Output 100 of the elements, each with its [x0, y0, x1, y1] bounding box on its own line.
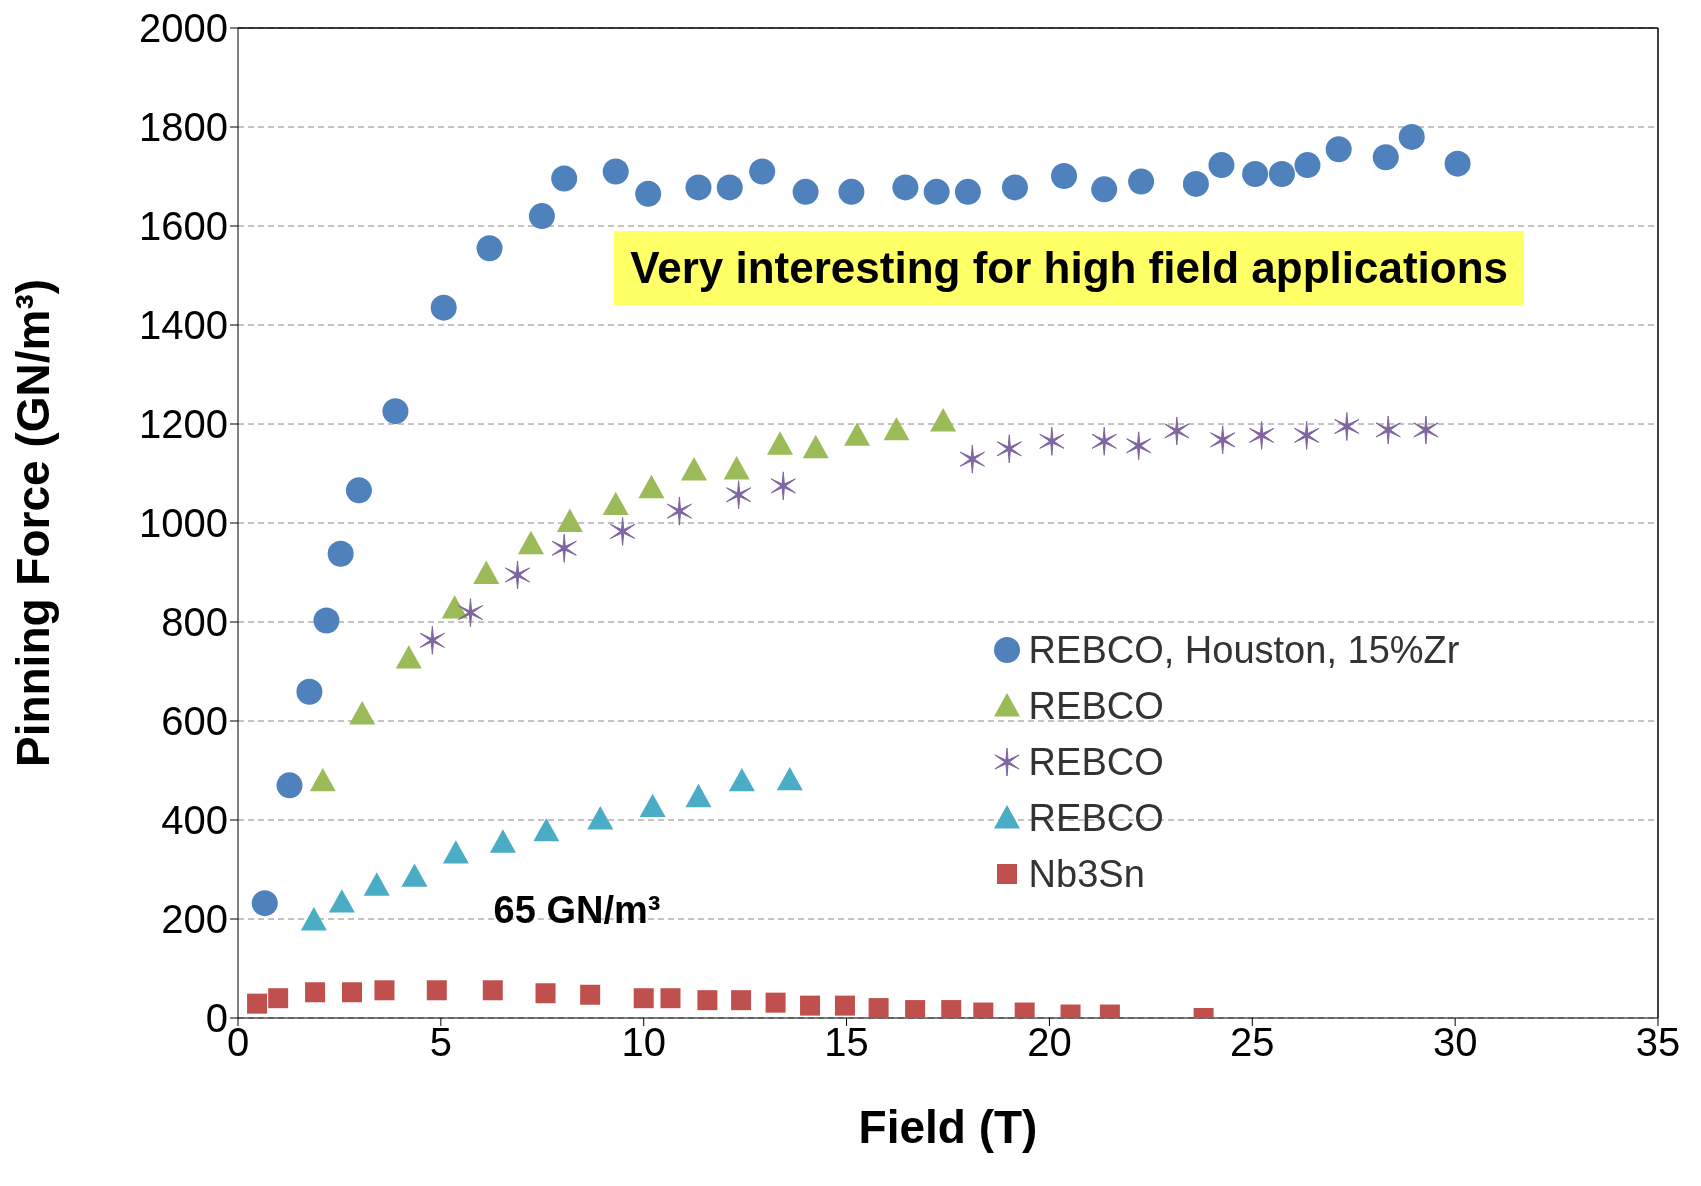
point [395, 645, 422, 669]
point [349, 701, 376, 725]
point [328, 889, 355, 913]
y-axis-title: Pinning Force (GN/m³) [7, 278, 60, 768]
point [765, 992, 786, 1013]
point [728, 767, 755, 792]
point [1248, 420, 1275, 450]
point [731, 990, 752, 1011]
point [442, 840, 469, 864]
point [602, 491, 629, 516]
point [556, 508, 583, 532]
point [923, 178, 950, 205]
legend-label: REBCO, Houston, 15%Zr [1028, 628, 1460, 673]
point [660, 988, 681, 1009]
y-tick-label: 2000 [139, 6, 228, 51]
point [941, 1000, 962, 1018]
point [342, 982, 363, 1003]
point [401, 863, 428, 887]
point [551, 533, 577, 563]
point [844, 422, 871, 446]
y-tick-label: 600 [161, 699, 228, 744]
point [834, 995, 855, 1016]
point [883, 416, 910, 441]
point [476, 235, 503, 262]
point [580, 984, 601, 1005]
point [681, 457, 708, 481]
point [800, 995, 821, 1016]
point [639, 793, 666, 818]
point [300, 906, 327, 931]
point [1242, 161, 1269, 188]
point [749, 158, 776, 185]
point [609, 516, 636, 546]
point [868, 998, 889, 1018]
point [1182, 170, 1209, 197]
y-tick-label: 1000 [139, 501, 228, 546]
x-tick-label: 5 [429, 1020, 452, 1065]
point [602, 158, 629, 185]
point [587, 806, 614, 830]
point [726, 480, 752, 510]
legend-label: REBCO [1028, 684, 1164, 729]
point [1372, 144, 1399, 171]
point [276, 772, 303, 799]
x-tick-label: 35 [1635, 1020, 1681, 1065]
point [268, 988, 289, 1009]
y-tick-label: 1200 [139, 402, 228, 447]
y-tick-label: 1800 [139, 105, 228, 150]
annotation: 65 GN/m³ [493, 889, 661, 933]
point [327, 540, 354, 567]
point [892, 174, 919, 201]
point [1039, 426, 1065, 456]
point [419, 625, 445, 655]
point [535, 983, 556, 1004]
point [1268, 161, 1295, 188]
point [930, 408, 957, 432]
point [802, 434, 829, 459]
point [251, 890, 278, 917]
point [313, 607, 340, 634]
legend-label: Nb3Sn [1028, 852, 1145, 897]
point [635, 180, 662, 207]
point [457, 598, 484, 628]
point [1208, 152, 1235, 179]
point [959, 444, 985, 474]
point [905, 1000, 926, 1018]
point [770, 471, 796, 501]
y-tick-label: 800 [161, 600, 228, 645]
point [716, 174, 743, 201]
point [1398, 123, 1425, 150]
point [482, 980, 503, 1001]
y-tick-label: 1600 [139, 204, 228, 249]
point [1413, 415, 1439, 445]
point [1001, 174, 1028, 201]
point [685, 174, 712, 201]
x-tick-label: 25 [1230, 1020, 1275, 1065]
point [1294, 152, 1321, 179]
x-tick-label: 20 [1027, 1020, 1072, 1065]
y-tick-label: 400 [161, 798, 228, 843]
point [685, 783, 712, 808]
legend-label: REBCO [1028, 740, 1164, 785]
point [954, 178, 981, 205]
point [296, 678, 323, 705]
point [1051, 163, 1078, 190]
point [345, 477, 372, 504]
point [1294, 420, 1320, 450]
legend-label: REBCO [1028, 796, 1164, 841]
point [489, 829, 516, 853]
point [838, 178, 865, 205]
point [309, 767, 336, 792]
point [551, 165, 578, 192]
point [430, 294, 457, 321]
point [638, 474, 665, 499]
point [666, 496, 693, 526]
point [1325, 136, 1352, 163]
annotation: Very interesting for high field applications [614, 230, 1524, 305]
point [374, 980, 395, 1001]
point [776, 766, 803, 791]
point [533, 817, 560, 842]
x-tick-label: 10 [621, 1020, 666, 1065]
point [1444, 150, 1471, 177]
point [697, 990, 718, 1011]
point [305, 982, 326, 1003]
